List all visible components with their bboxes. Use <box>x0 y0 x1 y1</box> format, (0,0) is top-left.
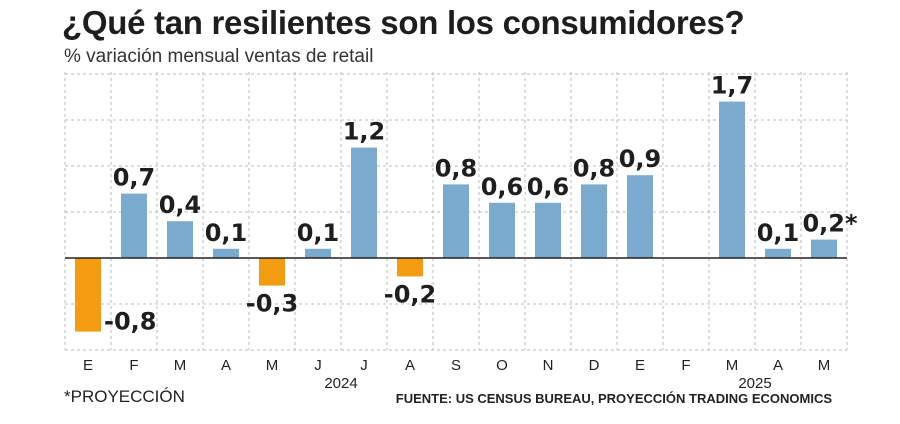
bar <box>167 221 193 258</box>
month-label: S <box>451 357 461 374</box>
x-axis-labels: E F M A M J J A S O N D E F M A M 2024 2025 <box>83 357 830 392</box>
month-label: M <box>818 357 831 374</box>
month-label: M <box>726 357 739 374</box>
year-label: 2024 <box>324 375 357 392</box>
value-label: 0,7 <box>113 164 156 192</box>
source-note: FUENTE: US CENSUS BUREAU, PROYECCIÓN TRA… <box>395 391 832 406</box>
bar <box>75 258 101 332</box>
value-label: 0,8 <box>573 154 616 182</box>
bar <box>581 184 607 258</box>
value-label: 1,2 <box>343 118 386 146</box>
month-label: E <box>83 357 93 374</box>
value-label: 0,9 <box>619 145 662 173</box>
year-label: 2025 <box>738 375 771 392</box>
value-label: 0,1 <box>205 219 248 247</box>
month-label: E <box>635 357 645 374</box>
bars <box>75 101 837 332</box>
month-label: D <box>589 357 600 374</box>
month-label: M <box>266 357 279 374</box>
month-label: J <box>360 357 368 374</box>
value-label: -0,8 <box>104 308 156 336</box>
bar <box>719 101 745 258</box>
bar <box>305 248 331 258</box>
chart-subtitle: % variación mensual ventas de retail <box>64 46 374 67</box>
bar <box>397 258 423 277</box>
value-label: 0,6 <box>481 173 524 201</box>
value-label: -0,3 <box>246 290 298 318</box>
chart-title: ¿Qué tan resilientes son los consumidore… <box>62 4 745 41</box>
value-label: -0,2 <box>384 280 436 308</box>
value-label: 0,2* <box>802 210 858 238</box>
bar <box>213 248 239 258</box>
value-labels: -0,80,70,40,1-0,30,11,2-0,20,80,6 0,60,8 0… <box>104 72 858 336</box>
value-label: 0,4 <box>159 191 202 219</box>
month-label: J <box>314 357 322 374</box>
month-label: F <box>129 357 138 374</box>
value-label: 1,7 <box>711 72 754 100</box>
month-label: O <box>496 357 508 374</box>
month-label: F <box>681 357 690 374</box>
value-label: 0,8 <box>435 154 478 182</box>
month-label: A <box>773 357 783 374</box>
value-label: 0,1 <box>297 219 340 247</box>
bar <box>811 239 837 258</box>
month-label: M <box>174 357 187 374</box>
bar <box>765 248 791 258</box>
month-label: A <box>405 357 415 374</box>
bar <box>443 184 469 258</box>
month-label: N <box>543 357 554 374</box>
value-label: 0,1 <box>757 219 800 247</box>
bar <box>351 147 377 258</box>
value-label: 0,6 <box>527 173 570 201</box>
bar <box>121 193 147 258</box>
bar <box>627 175 653 258</box>
bar <box>259 258 285 286</box>
projection-footnote: *PROYECCIÓN <box>64 387 185 406</box>
month-label: A <box>221 357 231 374</box>
bar <box>489 202 515 258</box>
bar <box>535 202 561 258</box>
